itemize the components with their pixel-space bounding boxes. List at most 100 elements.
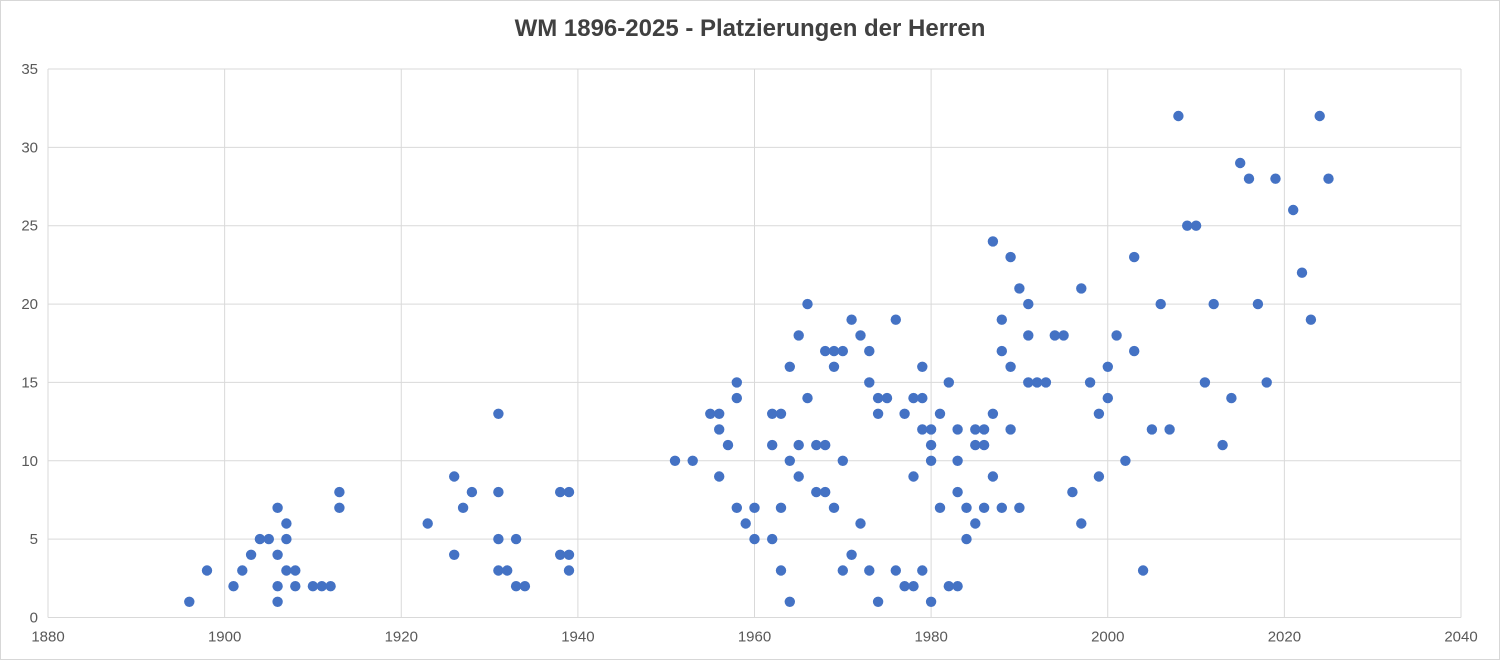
data-point [837,345,848,357]
x-tick-label: 1980 [914,629,947,646]
data-point [307,581,319,592]
data-point [943,377,954,388]
data-point [872,408,884,419]
data-point [908,581,919,592]
data-point [510,533,522,545]
data-point [290,581,301,592]
data-point [466,486,478,498]
data-point [281,518,292,529]
data-point [740,518,751,529]
data-point [290,565,301,576]
data-point [970,424,981,435]
data-point [1040,377,1052,388]
data-point [978,502,990,513]
data-point [987,408,999,419]
data-point [502,565,513,576]
data-point [970,518,981,529]
data-point [1014,283,1025,294]
data-point [934,408,946,419]
data-point [1005,361,1016,372]
data-point [802,298,813,310]
data-point [784,596,795,607]
data-point [890,565,901,576]
data-point [767,408,778,419]
data-point [1146,424,1158,435]
data-point [784,455,795,466]
data-point [1067,486,1078,498]
data-point [1173,110,1184,122]
data-point [864,377,875,388]
x-tick-label: 1920 [385,629,418,646]
data-point [555,549,566,560]
data-point [1288,204,1299,216]
data-point [855,330,866,341]
x-tick-label: 1880 [31,629,64,646]
data-point [263,533,274,545]
data-point [1023,298,1034,310]
data-point [1208,298,1219,310]
data-point [272,581,283,592]
data-point [970,439,981,451]
data-point [846,314,857,325]
data-point [793,439,804,451]
data-point [987,471,999,482]
data-point [1023,330,1034,341]
data-point [1084,377,1096,388]
data-point [855,518,866,529]
data-point [1137,565,1149,576]
data-point [687,455,698,466]
data-point [519,581,531,592]
data-point [1076,283,1087,294]
data-point [1076,518,1087,529]
data-point [334,502,345,513]
data-point [837,455,848,466]
data-point [493,565,504,576]
data-point [775,408,787,419]
y-tick-label: 5 [30,531,38,548]
y-tick-label: 0 [30,610,38,627]
x-tick-label: 2040 [1444,629,1477,646]
y-tick-label: 20 [21,296,38,313]
data-point [457,502,469,513]
data-point [563,565,575,576]
data-point [890,314,901,325]
data-point [820,439,831,451]
data-point [978,439,990,451]
data-point [952,486,963,498]
data-point [775,565,787,576]
data-point [996,345,1007,357]
data-point [1296,267,1308,278]
data-point [449,549,460,560]
data-point [917,424,928,435]
data-point [1190,220,1202,231]
data-point [1261,377,1272,388]
data-point [749,533,760,545]
data-point [1120,455,1131,466]
x-tick-label: 2020 [1268,629,1301,646]
data-point [1129,251,1140,263]
data-point [731,502,742,513]
data-point [281,565,292,576]
data-point [731,377,742,388]
y-tick-label: 35 [21,61,38,78]
data-point [272,502,283,513]
data-point [934,502,946,513]
data-point [767,439,778,451]
data-point [908,392,919,404]
data-point [784,361,795,372]
data-point [705,408,716,419]
y-tick-label: 10 [21,453,38,470]
data-point [245,549,257,560]
data-point [1199,377,1211,388]
data-point [1226,392,1237,404]
data-point [1314,110,1325,122]
y-tick-label: 30 [21,139,38,156]
data-point [1217,439,1228,451]
data-point [1111,330,1122,341]
data-point [1049,330,1061,341]
data-point [325,581,336,592]
data-point [881,392,893,404]
data-point [1323,173,1334,184]
data-point [899,581,910,592]
